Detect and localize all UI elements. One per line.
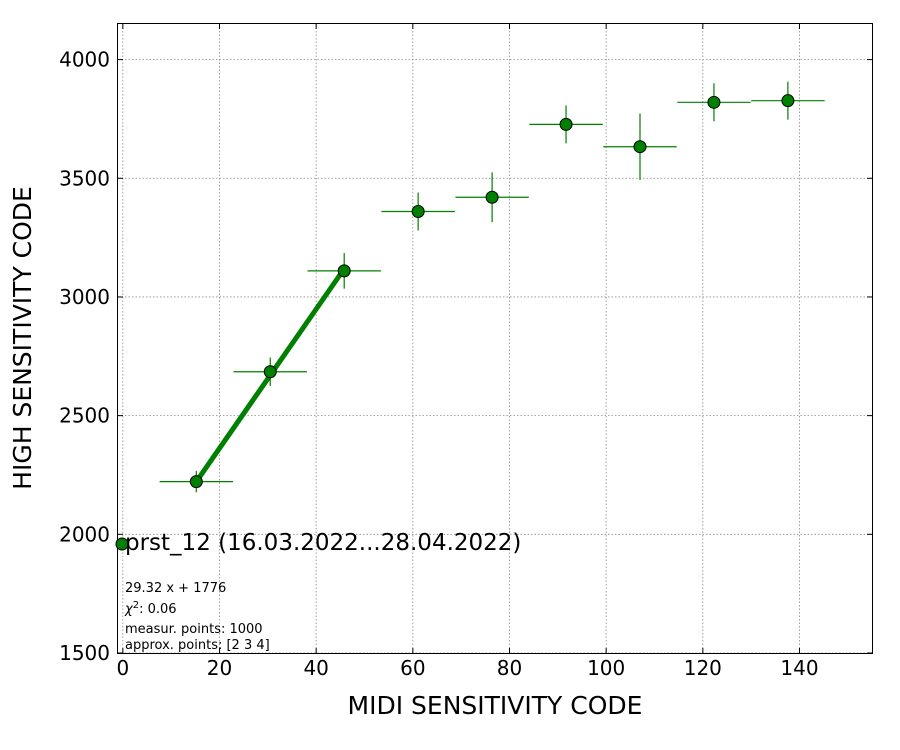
plot-frame (117, 23, 873, 654)
data-point (411, 205, 425, 219)
data-point (559, 117, 573, 131)
y-tick-label: 2500 (59, 404, 110, 428)
x-tick-label: 100 (587, 656, 625, 680)
data-point (633, 140, 647, 154)
y-axis-label: HIGH SENSITIVITY CODE (8, 186, 37, 490)
x-tick-label: 20 (207, 656, 232, 680)
x-tick-label: 140 (780, 656, 818, 680)
data-point (337, 264, 351, 278)
legend: prst_12 (16.03.2022...28.04.2022) 29.32 … (115, 530, 521, 653)
x-tick-label: 60 (400, 656, 425, 680)
y-tick-label: 2000 (59, 522, 110, 546)
x-tick-label: 40 (303, 656, 328, 680)
y-tick-label: 3500 (59, 166, 110, 190)
data-point (263, 365, 277, 379)
marker-layer (189, 94, 795, 489)
legend-marker (115, 537, 129, 551)
x-tick-label: 80 (497, 656, 522, 680)
legend-approx-points: approx. points: [2 3 4] (125, 638, 270, 653)
legend-series-label: prst_12 (16.03.2022...28.04.2022) (125, 530, 521, 556)
data-point (189, 475, 203, 489)
data-point (781, 94, 795, 108)
errorbar-layer (159, 81, 825, 493)
x-tick-label: 120 (684, 656, 722, 680)
x-axis-label: MIDI SENSITIVITY CODE (348, 691, 643, 720)
y-tick-label: 4000 (59, 48, 110, 72)
data-point (485, 190, 499, 204)
y-tick-label: 3000 (59, 285, 110, 309)
legend-chi-square: χ2: 0.06 (124, 600, 177, 617)
y-tick-label: 1500 (59, 641, 110, 665)
tick-layer: 0 20 40 60 80 100 120 140 1500 2000 2500 3000 3500 40… (59, 24, 872, 680)
legend-fit-equation: 29.32 x + 1776 (125, 581, 226, 596)
legend-measur-points: measur. points: 1000 (125, 622, 263, 637)
x-tick-label: 0 (116, 656, 129, 680)
data-point (707, 95, 721, 109)
grid-layer (118, 24, 872, 654)
